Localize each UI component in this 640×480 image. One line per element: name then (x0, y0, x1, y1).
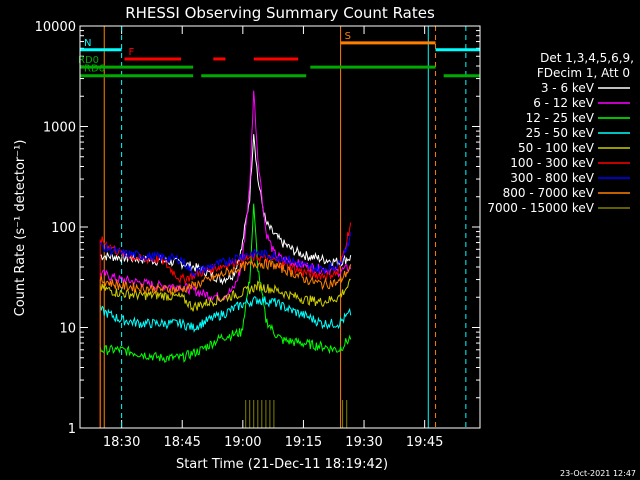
legend: Det 1,3,4,5,6,9, FDecim 1, Att 0 3 - 6 k… (487, 51, 634, 215)
y-tick-label: 1 (68, 422, 76, 437)
legend-entry-label: 100 - 300 keV (510, 156, 594, 170)
legend-entry-label: 7000 - 15000 keV (487, 201, 594, 215)
y-tick-label: 100 (51, 221, 76, 236)
series-line (99, 203, 352, 363)
series-line (99, 258, 352, 428)
axis-ticks: 1 10 100 1000 10000 18:30 18:45 19:00 19:15 19:30… (35, 20, 480, 450)
series-line (99, 222, 352, 428)
flag-bar-label: RD6 (84, 64, 105, 75)
y-tick-label: 1000 (43, 121, 76, 136)
x-tick-label: 19:15 (285, 435, 322, 450)
series-line (99, 278, 351, 312)
x-tick-label: 19:00 (224, 435, 261, 450)
x-tick-label: 19:30 (345, 435, 382, 450)
legend-entry-label: 800 - 7000 keV (503, 186, 595, 200)
chart-title: RHESSI Observing Summary Count Rates (125, 4, 435, 22)
flag-bar-label: F (128, 47, 134, 58)
series-lines (99, 90, 352, 428)
x-axis-label: Start Time (21-Dec-11 18:19:42) (176, 457, 388, 472)
legend-header-line-2: FDecim 1, Att 0 (537, 66, 630, 80)
vertical-markers (79, 26, 467, 428)
x-tick-label: 18:30 (103, 435, 140, 450)
y-axis-label: Count Rate (s⁻¹ detector⁻¹) (13, 140, 28, 317)
plot-frame (79, 25, 481, 429)
flag-bar-label: N (84, 38, 91, 49)
footer-date: 23-Oct-2021 12:47 (560, 469, 636, 478)
x-tick-label: 18:45 (163, 435, 200, 450)
series-line (245, 400, 348, 428)
legend-entry-label: 25 - 50 keV (526, 126, 595, 140)
legend-entry-label: 12 - 25 keV (526, 111, 595, 125)
legend-entry-label: 50 - 100 keV (518, 141, 595, 155)
y-tick-label: 10 (59, 322, 76, 337)
legend-entry-label: 3 - 6 keV (541, 81, 595, 95)
flag-bar-label: S (345, 31, 351, 42)
series-line (99, 296, 352, 333)
y-tick-label: 10000 (35, 20, 76, 35)
legend-header-line-1: Det 1,3,4,5,6,9, (540, 51, 634, 65)
legend-entry-label: 300 - 800 keV (510, 171, 594, 185)
flag-bar-label: RD0 (78, 55, 99, 66)
legend-entry-label: 6 - 12 keV (533, 96, 595, 110)
series-line (99, 134, 352, 286)
series-line (99, 232, 352, 278)
x-tick-label: 19:45 (406, 435, 443, 450)
